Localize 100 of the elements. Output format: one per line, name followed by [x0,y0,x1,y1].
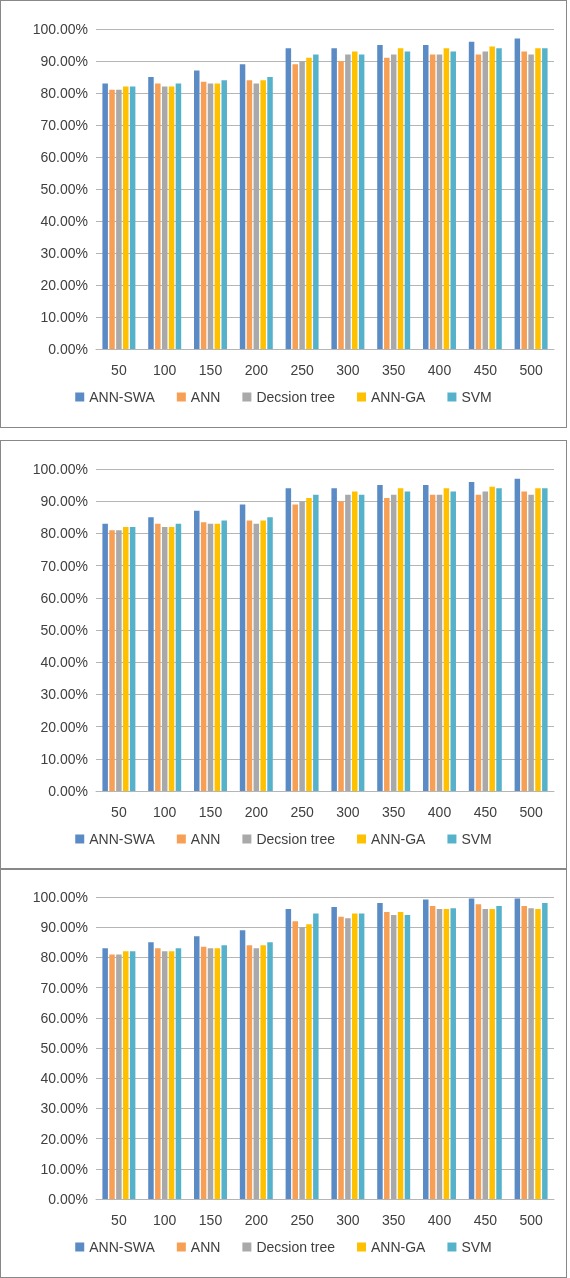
bar [489,909,495,1199]
bar [109,530,115,791]
bar [292,64,298,349]
bar [123,86,129,349]
legend-label: Decsion tree [256,389,336,405]
legend-label: Decsion tree [256,831,336,847]
y-tick-label: 90.00% [40,53,88,69]
bar [168,526,175,791]
bar [352,913,358,1199]
bar [443,909,450,1199]
bar [331,48,337,349]
y-tick-label: 10.00% [40,309,88,325]
bar [267,517,273,791]
bar [450,51,456,349]
legend-label: ANN-SWA [89,831,156,847]
bar [155,948,161,1199]
bar [155,523,161,791]
bar [306,924,312,1199]
bar [542,48,548,349]
y-tick-label: 80.00% [40,949,88,966]
bar [102,523,108,791]
bar [246,520,253,791]
y-tick-label: 100.00% [32,889,88,905]
bar [123,526,129,791]
bar [200,946,207,1199]
legend-label: ANN [190,1239,221,1255]
bar [377,903,383,1199]
bar [521,906,527,1199]
bar [475,904,482,1199]
bar [397,488,404,791]
y-tick-label: 90.00% [40,493,88,510]
x-tick-label: 250 [290,362,314,378]
bar [129,86,136,349]
bar [450,908,456,1199]
y-tick-label: 90.00% [40,919,88,936]
bar [313,913,319,1199]
bar [514,898,521,1199]
bar [384,497,390,791]
bar [214,948,221,1199]
x-tick-label: 400 [427,1212,452,1228]
bar [292,504,298,791]
bar [468,481,475,791]
bar [358,913,365,1199]
bar [358,494,365,791]
y-tick-label: 10.00% [40,750,88,767]
y-tick-label: 0.00% [48,783,88,799]
bar [338,61,344,349]
legend-label: SVM [461,1239,492,1255]
bar [102,948,108,1199]
bar [109,954,115,1199]
bar [306,497,312,791]
bar [358,54,365,349]
y-tick-label: 20.00% [40,277,88,293]
x-tick-label: 250 [290,804,314,820]
bar [267,77,273,349]
bar [429,494,436,791]
bar [443,488,450,791]
bar [155,83,161,349]
bar [496,488,502,791]
legend-label: ANN-SWA [89,389,156,405]
bar [423,899,429,1199]
bar [246,945,253,1199]
y-tick-label: 100.00% [32,21,88,37]
bar [450,491,456,791]
bar [260,945,266,1199]
y-tick-label: 0.00% [48,1191,88,1207]
y-tick-label: 30.00% [40,1100,88,1117]
x-tick-label: 100 [153,804,177,820]
bar [313,54,319,349]
bar [404,491,411,791]
bar [306,57,312,349]
x-tick-label: 50 [111,1212,127,1228]
bar [123,951,129,1199]
y-tick-label: 10.00% [40,1160,88,1177]
bar [214,523,221,791]
y-tick-label: 70.00% [40,117,88,133]
bar [429,906,436,1199]
bar [168,86,175,349]
bar [129,951,136,1199]
bar [200,522,207,791]
legend-label: ANN-GA [370,389,427,405]
x-tick-label: 150 [198,804,223,820]
x-tick-label: 400 [427,804,452,820]
bar [423,485,429,791]
legend-label: ANN [190,831,221,847]
x-tick-label: 500 [519,362,543,378]
y-tick-label: 40.00% [40,1070,88,1087]
y-tick-label: 30.00% [40,686,88,703]
bar [489,46,495,349]
x-tick-label: 50 [111,804,127,820]
x-tick-label: 150 [198,362,223,378]
y-tick-label: 40.00% [40,654,88,671]
bar [194,70,200,349]
y-tick-label: 70.00% [40,979,88,996]
y-tick-label: 80.00% [40,525,88,542]
y-tick-label: 0.00% [48,341,88,357]
bar [443,48,450,349]
x-tick-label: 350 [382,1212,406,1228]
bar [535,48,541,349]
bar [535,488,541,791]
